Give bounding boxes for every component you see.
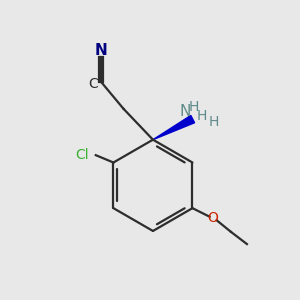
Text: Cl: Cl	[75, 148, 88, 162]
Text: H: H	[197, 109, 208, 122]
Text: H: H	[189, 100, 200, 114]
Polygon shape	[153, 116, 195, 140]
Text: O: O	[208, 212, 218, 226]
Text: N: N	[95, 43, 108, 58]
Text: C: C	[88, 77, 98, 91]
Text: H: H	[209, 115, 219, 129]
Text: N: N	[180, 103, 191, 118]
